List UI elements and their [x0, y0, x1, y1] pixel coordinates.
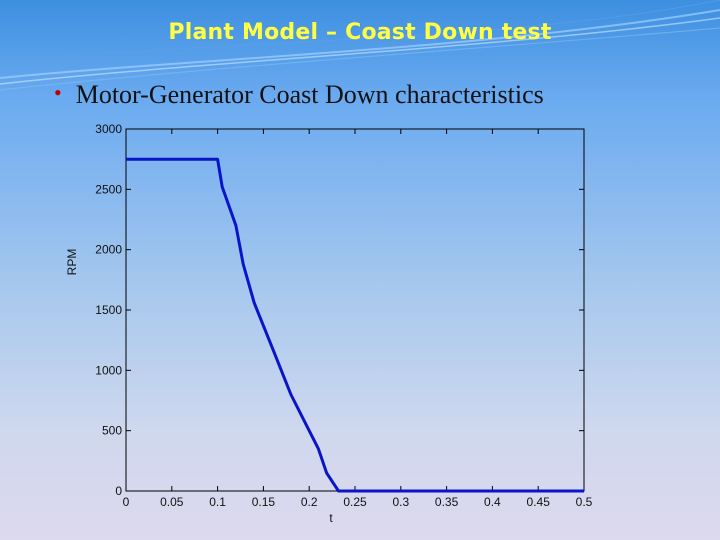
- slide-title: Plant Model – Coast Down test: [168, 20, 552, 45]
- y-tick-label: 2000: [95, 243, 122, 257]
- x-tick-label: 0.5: [576, 495, 593, 509]
- x-tick-label: 0: [123, 495, 130, 509]
- x-axis-title: t: [329, 511, 333, 525]
- x-tick-label: 0.1: [209, 495, 226, 509]
- header-swoosh-decoration: [0, 0, 720, 91]
- x-tick-label: 0.4: [484, 495, 501, 509]
- x-tick-label: 0.35: [435, 495, 459, 509]
- bullet-marker: •: [54, 80, 62, 105]
- x-tick-label: 0.15: [252, 495, 276, 509]
- rpm-series-line: [126, 157, 584, 493]
- x-tick-label: 0.45: [527, 495, 551, 509]
- plot-area: [125, 128, 585, 492]
- bullet-text: Motor-Generator Coast Down characteristi…: [75, 80, 544, 109]
- y-tick-label: 1000: [95, 363, 122, 377]
- y-tick-label: 0: [115, 484, 122, 498]
- bullet-item: • Motor-Generator Coast Down characterist…: [54, 80, 544, 110]
- x-tick-label: 0.05: [160, 495, 184, 509]
- y-tick-label: 500: [102, 424, 122, 438]
- x-tick-label: 0.3: [392, 495, 409, 509]
- y-tick-label: 1500: [95, 303, 122, 317]
- x-tick-label: 0.25: [343, 495, 367, 509]
- y-axis-title: RPM: [65, 249, 79, 276]
- y-tick-label: 2500: [95, 182, 122, 196]
- x-tick-label: 0.2: [301, 495, 318, 509]
- y-tick-label: 3000: [95, 122, 122, 136]
